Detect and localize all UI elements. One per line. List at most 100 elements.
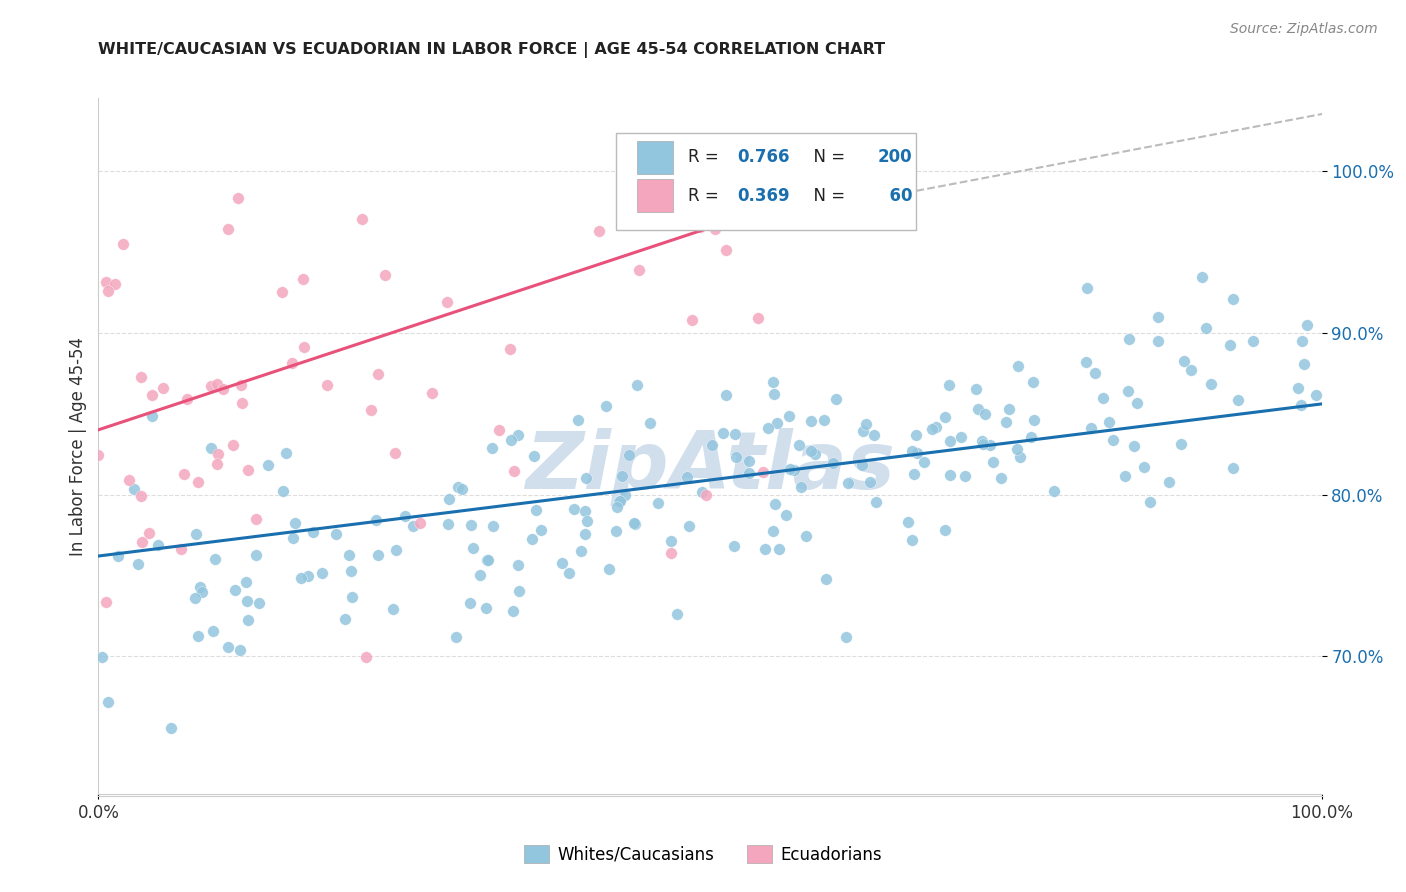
Point <box>723 426 745 441</box>
Point <box>714 387 737 401</box>
Point <box>112 236 135 251</box>
Point <box>236 463 259 477</box>
Point <box>723 539 745 553</box>
Text: 60: 60 <box>877 186 912 204</box>
Point <box>763 497 786 511</box>
Point <box>665 607 688 621</box>
Point <box>763 387 786 401</box>
Point <box>955 469 977 483</box>
Point <box>384 446 406 460</box>
Point <box>1173 354 1195 368</box>
Point <box>1159 475 1181 489</box>
Point <box>231 396 253 410</box>
Point <box>502 464 524 478</box>
Point <box>385 543 408 558</box>
Point <box>311 566 333 581</box>
Point <box>1146 310 1168 324</box>
Point <box>905 445 928 459</box>
Point <box>1227 392 1250 407</box>
Text: N =: N = <box>803 148 851 166</box>
Text: 0.766: 0.766 <box>737 148 789 166</box>
Point <box>575 514 598 528</box>
Point <box>200 442 222 456</box>
Point <box>863 428 886 442</box>
Point <box>800 443 823 458</box>
Point <box>865 495 887 509</box>
Point <box>575 471 598 485</box>
Point <box>1305 388 1327 402</box>
Point <box>271 483 294 498</box>
Point <box>1180 363 1202 377</box>
Point <box>475 601 498 615</box>
Point <box>207 446 229 460</box>
Point <box>990 471 1012 485</box>
Point <box>1122 440 1144 454</box>
Point <box>256 458 278 472</box>
Point <box>176 392 198 406</box>
Point <box>205 376 228 391</box>
Point <box>1074 355 1097 369</box>
Text: R =: R = <box>688 186 724 204</box>
Point <box>799 413 821 427</box>
Point <box>463 541 485 556</box>
Point <box>779 462 801 476</box>
Point <box>475 552 498 566</box>
Point <box>675 470 697 484</box>
Point <box>229 642 252 657</box>
Point <box>235 574 257 589</box>
Point <box>502 604 524 618</box>
Point <box>998 402 1021 417</box>
Point <box>499 433 522 447</box>
Point <box>852 424 875 438</box>
Point <box>609 494 631 508</box>
Point <box>236 614 259 628</box>
Point <box>765 416 787 430</box>
Point <box>173 467 195 481</box>
Point <box>1191 269 1213 284</box>
Point <box>904 428 927 442</box>
Point <box>247 596 270 610</box>
Point <box>245 512 267 526</box>
FancyBboxPatch shape <box>616 133 915 230</box>
Point <box>925 420 948 434</box>
Point <box>965 382 987 396</box>
Point <box>787 438 810 452</box>
Point <box>1084 367 1107 381</box>
Point <box>623 516 645 530</box>
Point <box>444 630 467 644</box>
Point <box>508 428 530 442</box>
Text: 0.369: 0.369 <box>737 186 790 204</box>
Point <box>814 572 837 586</box>
Point <box>606 500 628 514</box>
Point <box>794 529 817 543</box>
Point <box>628 263 651 277</box>
Point <box>131 534 153 549</box>
Point <box>297 569 319 583</box>
Point <box>851 458 873 472</box>
Point <box>1222 292 1244 306</box>
Text: N =: N = <box>803 186 851 204</box>
Point <box>633 154 655 169</box>
Point <box>659 533 682 548</box>
Point <box>617 448 640 462</box>
Point <box>1291 398 1313 412</box>
Point <box>638 416 661 430</box>
Point <box>558 566 581 581</box>
Point <box>921 422 943 436</box>
Point <box>270 285 292 299</box>
Point <box>747 311 769 326</box>
Point <box>837 476 859 491</box>
Point <box>284 516 307 530</box>
Point <box>725 450 748 465</box>
Point <box>1010 450 1032 464</box>
Point <box>1147 334 1170 348</box>
Point <box>201 624 224 639</box>
FancyBboxPatch shape <box>637 141 673 174</box>
Point <box>1139 495 1161 509</box>
Point <box>595 399 617 413</box>
Point <box>934 410 956 425</box>
Point <box>360 402 382 417</box>
Point <box>436 295 458 310</box>
Point <box>224 582 246 597</box>
Point <box>823 456 845 470</box>
